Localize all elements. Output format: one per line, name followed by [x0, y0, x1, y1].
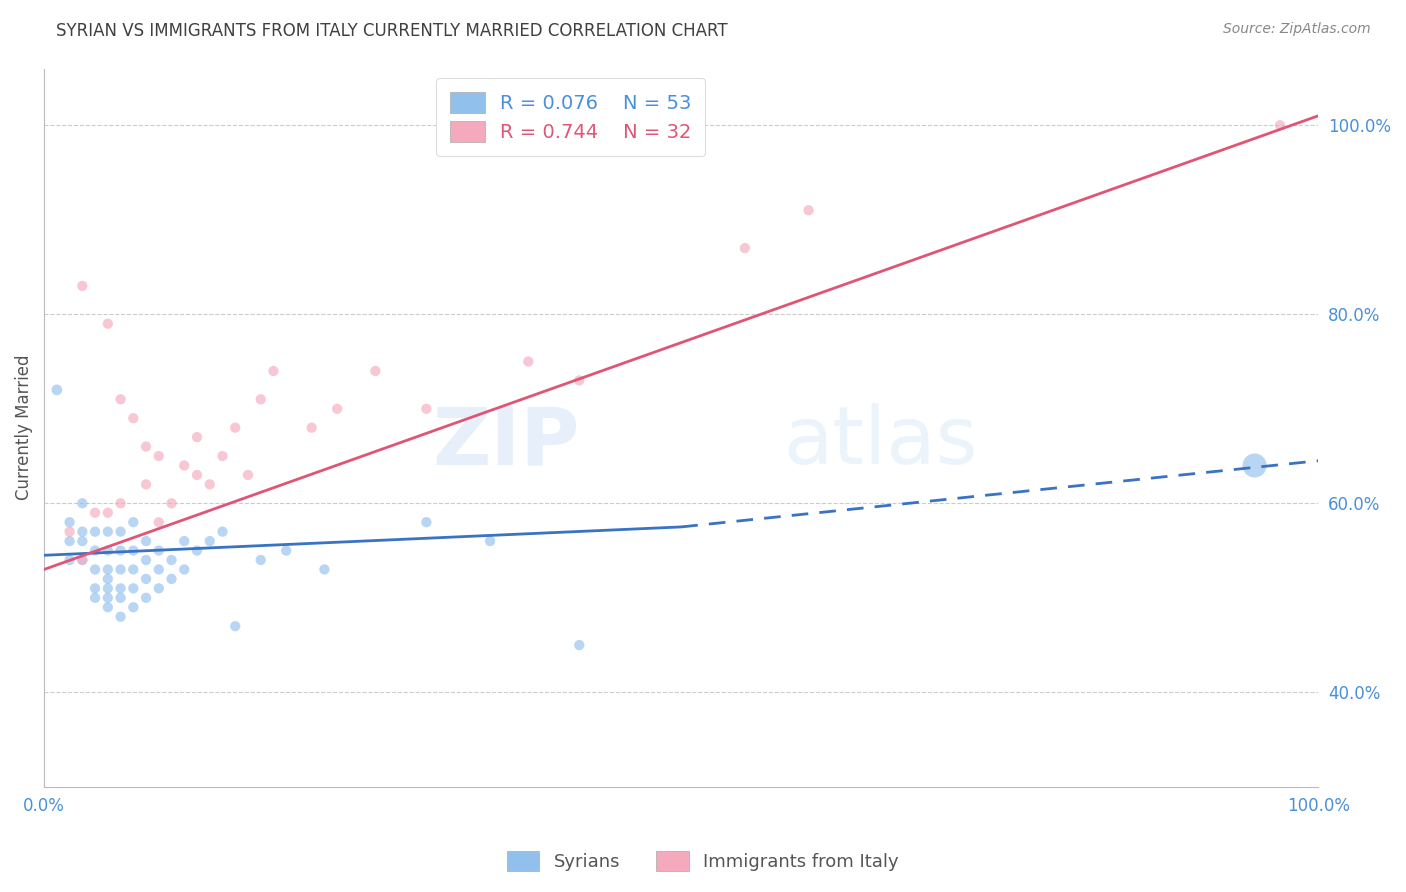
Point [110, 591, 132, 605]
Point [110, 582, 132, 596]
Point [122, 582, 145, 596]
Point [236, 467, 259, 482]
Point [415, 401, 437, 416]
Legend: R = 0.076    N = 53, R = 0.744    N = 32: R = 0.076 N = 53, R = 0.744 N = 32 [436, 78, 706, 155]
Point [58, 553, 80, 567]
Point [797, 203, 820, 218]
Text: SYRIAN VS IMMIGRANTS FROM ITALY CURRENTLY MARRIED CORRELATION CHART: SYRIAN VS IMMIGRANTS FROM ITALY CURRENTL… [56, 22, 728, 40]
Point [97, 582, 120, 596]
Point [479, 534, 502, 549]
Point [211, 449, 233, 463]
Point [97, 524, 120, 539]
Point [364, 364, 387, 378]
Point [186, 467, 208, 482]
Text: ZIP: ZIP [432, 403, 579, 481]
Point [122, 411, 145, 425]
Point [84, 562, 107, 576]
Text: Source: ZipAtlas.com: Source: ZipAtlas.com [1223, 22, 1371, 37]
Point [122, 562, 145, 576]
Point [135, 572, 157, 586]
Point [122, 600, 145, 615]
Point [734, 241, 756, 255]
Point [198, 534, 221, 549]
Point [110, 562, 132, 576]
Point [72, 553, 94, 567]
Point [58, 524, 80, 539]
Point [84, 543, 107, 558]
Point [84, 591, 107, 605]
Point [211, 524, 233, 539]
Point [415, 515, 437, 529]
Point [135, 591, 157, 605]
Point [72, 496, 94, 510]
Point [72, 524, 94, 539]
Point [110, 524, 132, 539]
Point [72, 279, 94, 293]
Point [568, 373, 591, 387]
Point [97, 506, 120, 520]
Point [173, 458, 195, 473]
Point [173, 534, 195, 549]
Point [45, 383, 67, 397]
Point [148, 449, 170, 463]
Point [314, 562, 336, 576]
Point [84, 582, 107, 596]
Point [97, 562, 120, 576]
Point [224, 420, 246, 434]
Point [517, 354, 540, 368]
Point [568, 638, 591, 652]
Point [84, 506, 107, 520]
Point [160, 553, 183, 567]
Point [326, 401, 349, 416]
Y-axis label: Currently Married: Currently Married [15, 355, 32, 500]
Point [1243, 458, 1265, 473]
Point [148, 515, 170, 529]
Point [97, 591, 120, 605]
Point [160, 572, 183, 586]
Point [135, 553, 157, 567]
Point [58, 515, 80, 529]
Point [84, 524, 107, 539]
Point [110, 496, 132, 510]
Point [122, 515, 145, 529]
Point [1268, 118, 1291, 132]
Point [58, 534, 80, 549]
Point [160, 496, 183, 510]
Point [135, 440, 157, 454]
Point [186, 430, 208, 444]
Point [135, 534, 157, 549]
Point [110, 609, 132, 624]
Point [148, 562, 170, 576]
Text: atlas: atlas [783, 403, 977, 481]
Point [135, 477, 157, 491]
Point [224, 619, 246, 633]
Point [276, 543, 298, 558]
Point [97, 317, 120, 331]
Point [186, 543, 208, 558]
Point [97, 600, 120, 615]
Point [249, 392, 271, 407]
Point [97, 572, 120, 586]
Point [97, 543, 120, 558]
Point [249, 553, 271, 567]
Point [110, 392, 132, 407]
Point [110, 543, 132, 558]
Point [72, 553, 94, 567]
Point [148, 543, 170, 558]
Point [173, 562, 195, 576]
Point [122, 543, 145, 558]
Point [262, 364, 284, 378]
Point [198, 477, 221, 491]
Point [148, 582, 170, 596]
Point [301, 420, 323, 434]
Legend: Syrians, Immigrants from Italy: Syrians, Immigrants from Italy [499, 844, 907, 879]
Point [72, 534, 94, 549]
